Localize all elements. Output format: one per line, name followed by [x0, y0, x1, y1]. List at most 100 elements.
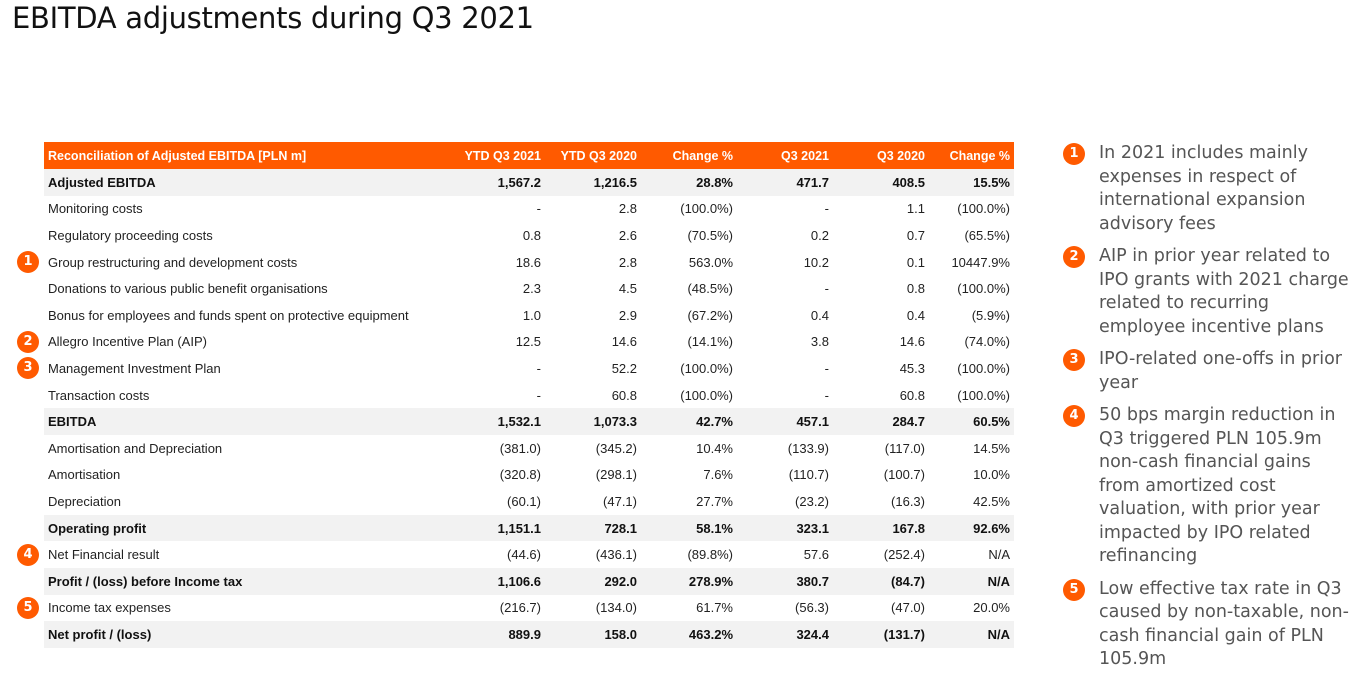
table-cell: (216.7) [499, 600, 541, 616]
table-cell: 2.6 [618, 227, 637, 243]
table-cell: 2.3 [522, 281, 541, 297]
table-cell: 0.4 [906, 307, 925, 323]
footnote-item: 5 Low effective tax rate in Q3 caused by… [1062, 578, 1352, 672]
row-label: Bonus for employees and funds spent on p… [48, 307, 409, 323]
table-cell: (436.1) [595, 547, 637, 563]
table-cell: 1,073.3 [545, 408, 641, 435]
table-cell: (298.1) [595, 467, 637, 483]
table-cell: (345.2) [595, 440, 637, 456]
table-cell: 167.8 [833, 514, 929, 542]
table-cell: 1.0 [522, 307, 541, 323]
row-number-badge: 3 [17, 357, 39, 380]
table-cell: 10.2 [803, 254, 829, 270]
table-cell: (110.7) [788, 467, 829, 483]
table-cell: (56.3) [795, 600, 829, 616]
table-cell: 20.0% [973, 600, 1010, 616]
table-row: Operating profit 1,151.1 728.1 58.1% 323.1 16… [44, 514, 1014, 542]
table-cell: (100.0%) [680, 387, 733, 403]
table-cell: (60.1) [507, 493, 541, 509]
table-cell: 52.2 [611, 360, 637, 376]
table-cell: 1,106.6 [449, 567, 545, 595]
table-row: Adjusted EBITDA 1,567.2 1,216.5 28.8% 471.7 4… [44, 169, 1014, 196]
footnote-text: In 2021 includes mainly expenses in resp… [1099, 143, 1308, 234]
row-number-badge: 1 [17, 251, 39, 274]
table-cell: 728.1 [545, 514, 641, 542]
table-cell: 0.1 [906, 254, 925, 270]
table-cell: 1,532.1 [449, 408, 545, 435]
table-cell: 14.5% [973, 440, 1010, 456]
table-cell: (23.2) [795, 493, 829, 509]
table-cell: 457.1 [737, 408, 833, 435]
table-cell: 14.6 [611, 334, 637, 350]
table-cell: 278.9% [641, 567, 737, 595]
row-label: Donations to various public benefit orga… [48, 281, 328, 297]
table-row: Amortisation and Depreciation (381.0) (345… [44, 435, 1014, 462]
table-cell: - [536, 387, 541, 403]
footnote-item: 4 50 bps margin reduction in Q3 triggere… [1062, 404, 1352, 569]
footnote-text: IPO-related one-offs in prior year [1099, 349, 1342, 393]
table-cell: N/A [929, 621, 1014, 648]
table-cell: 7.6% [703, 467, 733, 483]
table-cell: 42.5% [973, 493, 1010, 509]
table-cell: N/A [929, 567, 1014, 595]
row-label: EBITDA [44, 408, 449, 435]
table-cell: (47.1) [603, 493, 637, 509]
row-label: Income tax expenses [48, 600, 171, 616]
footnote-text: Low effective tax rate in Q3 caused by n… [1099, 578, 1349, 670]
header-cell: Q3 2021 [737, 142, 833, 169]
table-cell: (84.7) [833, 567, 929, 595]
table-cell: 563.0% [688, 254, 733, 270]
table-cell: 0.7 [906, 227, 925, 243]
table-cell: 2.8 [618, 254, 637, 270]
table-cell: - [824, 281, 829, 297]
table-cell: 889.9 [449, 621, 545, 648]
header-cell: YTD Q3 2021 [449, 142, 545, 169]
row-label: Profit / (loss) before Income tax [44, 567, 449, 595]
footnote-number-badge: 3 [1063, 349, 1085, 371]
table-cell: 471.7 [737, 169, 833, 196]
footnote-number-badge: 4 [1063, 405, 1085, 427]
table-cell: 158.0 [545, 621, 641, 648]
table-cell: (252.4) [883, 547, 925, 563]
table-cell: N/A [988, 547, 1010, 563]
table-cell: 61.7% [696, 600, 733, 616]
table-cell: 2.8 [618, 201, 637, 217]
table-cell: 28.8% [641, 169, 737, 196]
table-cell: 60.8 [899, 387, 925, 403]
table-row: Regulatory proceeding costs 0.8 2.6 (70.5%)… [44, 222, 1014, 249]
row-number-badge: 2 [17, 330, 39, 353]
table-header-row: Reconciliation of Adjusted EBITDA [PLN m… [44, 142, 1014, 169]
table-cell: (320.8) [499, 467, 541, 483]
table-cell: 18.6 [515, 254, 541, 270]
footnote-number-badge: 2 [1063, 246, 1085, 268]
row-label: Management Investment Plan [48, 360, 221, 376]
header-cell: Change % [929, 142, 1014, 169]
row-label: Depreciation [48, 493, 121, 509]
table-row: Bonus for employees and funds spent on p… [44, 302, 1014, 329]
footnotes-list: 1 In 2021 includes mainly expenses in re… [1062, 142, 1352, 681]
table-cell: 380.7 [737, 567, 833, 595]
table-cell: 92.6% [929, 514, 1014, 542]
table-cell: 292.0 [545, 567, 641, 595]
table-cell: 45.3 [899, 360, 925, 376]
table-cell: (133.9) [787, 440, 829, 456]
table-cell: (16.3) [891, 493, 925, 509]
table-cell: (74.0%) [964, 334, 1010, 350]
table-cell: 0.8 [906, 281, 925, 297]
table-row: Net profit / (loss) 889.9 158.0 463.2% 324.4… [44, 621, 1014, 648]
row-label: Amortisation [48, 467, 121, 483]
table-cell: (134.0) [595, 600, 637, 616]
table-cell: 1.1 [906, 201, 925, 217]
table-cell: 0.4 [810, 307, 829, 323]
table-row: Net Financial result (44.6) (436.1) (89.8%)… [44, 541, 1014, 568]
row-number-badge: 4 [17, 543, 39, 566]
table-cell: (14.1%) [687, 334, 733, 350]
table-cell: (100.0%) [957, 360, 1010, 376]
table-cell: (48.5%) [687, 281, 733, 297]
footnote-number-badge: 1 [1063, 143, 1085, 165]
table-row: Allegro Incentive Plan (AIP) 12.5 14.6 (14.… [44, 329, 1014, 356]
footnote-text: AIP in prior year related to IPO grants … [1099, 246, 1349, 337]
table-row: Management Investment Plan - 52.2 (100.0%) -… [44, 355, 1014, 382]
table-cell: 0.8 [522, 227, 541, 243]
row-label: Transaction costs [48, 387, 150, 403]
